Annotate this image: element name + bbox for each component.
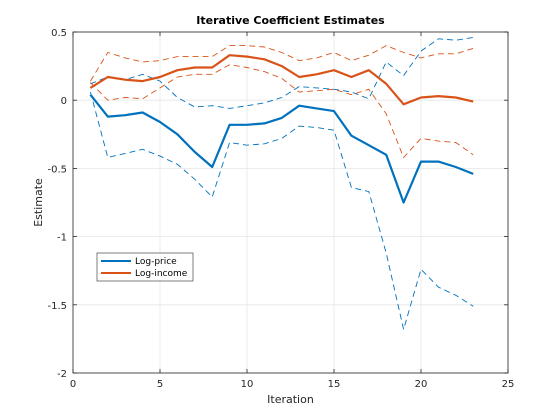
x-tick-label: 5 — [157, 379, 163, 390]
x-tick-label: 20 — [415, 379, 428, 390]
x-axis-label: Iteration — [267, 393, 314, 406]
log-income-legend-label: Log-income — [135, 269, 188, 279]
y-tick-label: -1 — [57, 233, 67, 244]
y-axis-label: Estimate — [32, 178, 45, 227]
x-tick-label: 0 — [70, 379, 76, 390]
log-price-estimate-line — [89, 94, 474, 204]
axis-ticks: 0 5 10 15 20 25 -2 -1.5 -1 -0.5 0 0.5 — [47, 28, 514, 390]
x-tick-label: 25 — [502, 379, 515, 390]
log-income-upper-bound-line — [90, 45, 474, 82]
y-tick-label: 0 — [61, 96, 67, 107]
chart-title: Iterative Coefficient Estimates — [196, 14, 385, 27]
y-tick-label: -1.5 — [47, 301, 67, 312]
x-tick-label: 10 — [241, 379, 254, 390]
log-income-estimate-line — [89, 54, 474, 106]
legend: Log-price Log-income — [96, 252, 194, 282]
y-tick-label: -0.5 — [47, 164, 67, 175]
log-price-upper-bound-line — [90, 37, 474, 109]
y-tick-label: 0.5 — [51, 28, 67, 39]
grid-lines — [72, 31, 509, 374]
legend-box — [96, 252, 194, 282]
plot-area-frame — [72, 31, 509, 374]
x-tick-label: 15 — [328, 379, 341, 390]
log-price-lower-bound-line — [89, 91, 474, 332]
series-lines — [89, 37, 474, 332]
log-price-legend-label: Log-price — [135, 257, 177, 267]
log-income-lower-bound-line — [90, 64, 474, 159]
y-tick-label: -2 — [57, 369, 67, 380]
